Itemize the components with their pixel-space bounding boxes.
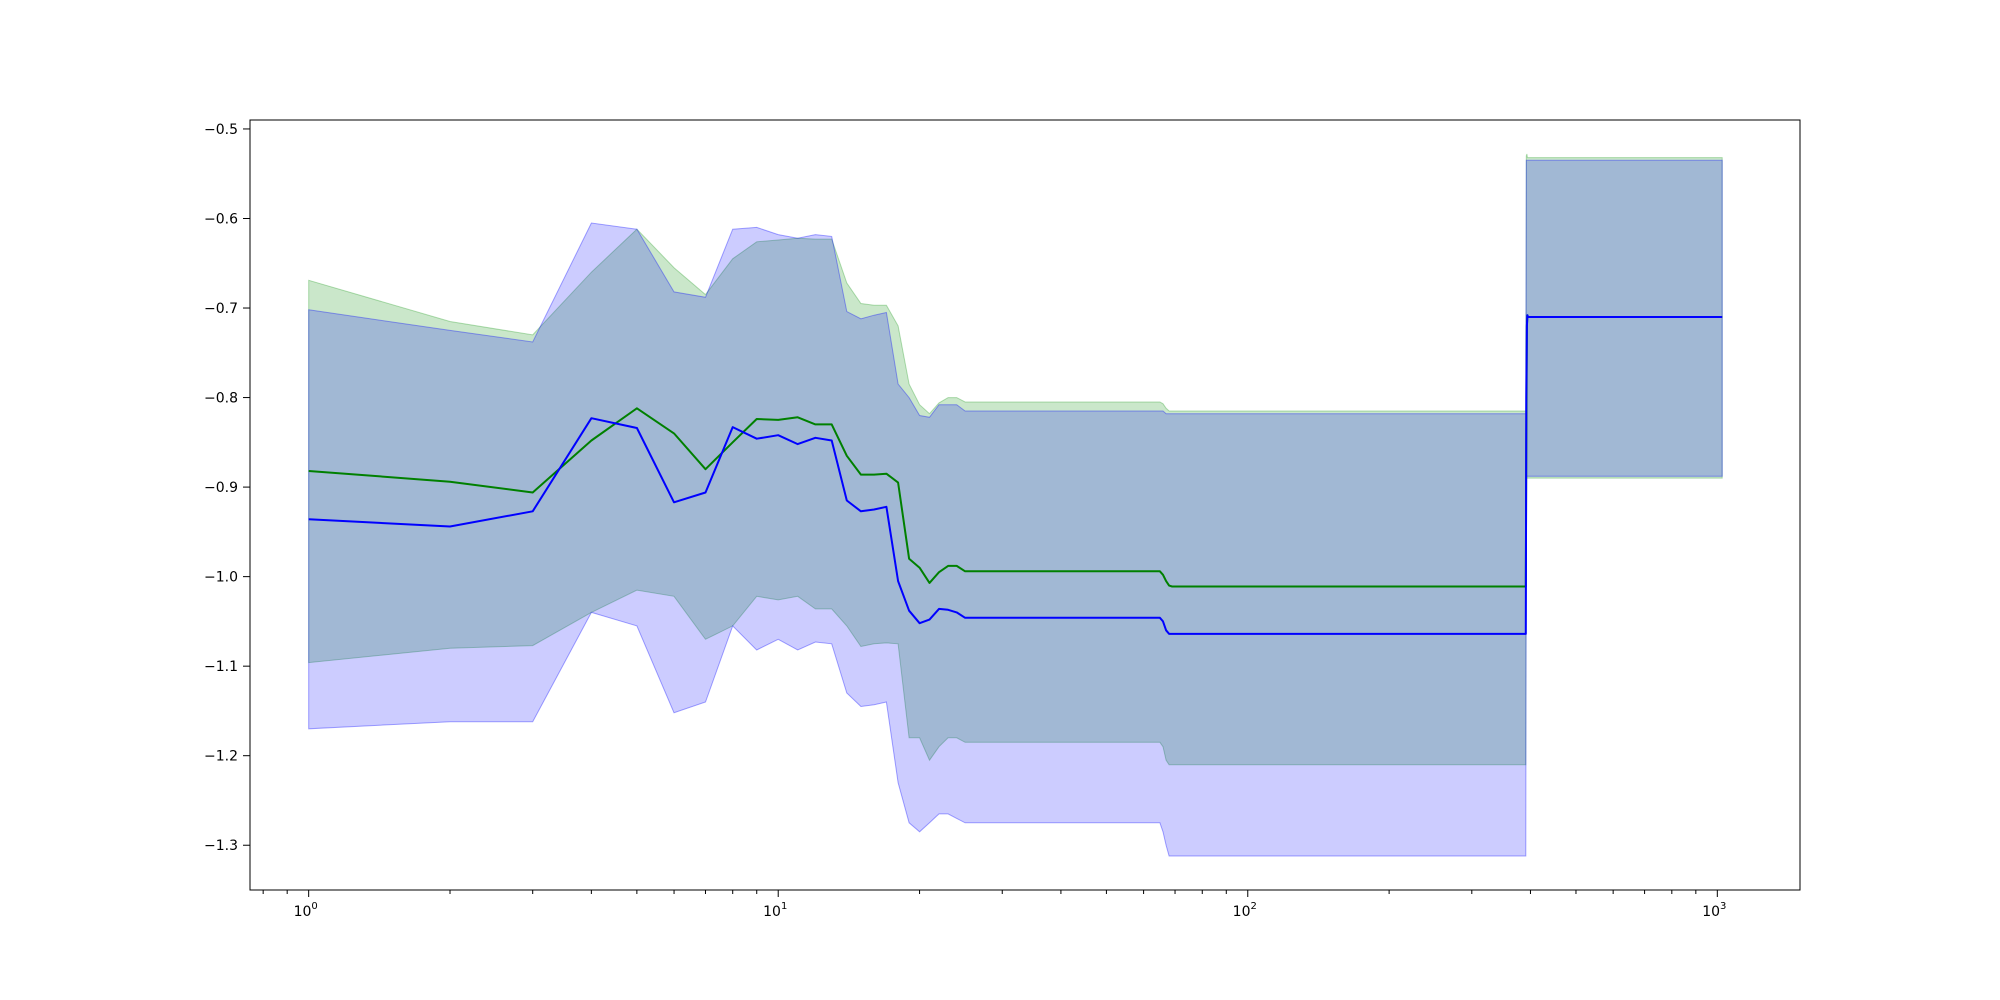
- x-tick-label: 102: [1233, 901, 1257, 920]
- x-tick-label: 103: [1702, 901, 1726, 920]
- series-2-line: [308, 314, 1723, 635]
- y-tick-label: −1.2: [204, 749, 238, 765]
- y-tick-label: −0.7: [204, 301, 238, 317]
- x-tick-label: 100: [294, 901, 318, 920]
- y-tick-label: −0.8: [204, 391, 238, 407]
- plot-frame: [249, 119, 1801, 891]
- y-tick-label: −1.0: [204, 570, 238, 586]
- confidence-bands: [308, 153, 1723, 857]
- x-tick-label: 101: [763, 901, 787, 920]
- y-tick-label: −0.6: [204, 211, 238, 227]
- y-tick-label: −1.1: [204, 659, 238, 675]
- y-tick-label: −1.3: [204, 838, 238, 854]
- series-2-band: [308, 159, 1723, 857]
- x-axis: 100 101 102 103: [262, 890, 1726, 920]
- y-axis: −0.5 −0.6 −0.7 −0.8 −0.9 −1.0 −1.1 −1.2 −1.3: [204, 122, 250, 854]
- y-tick-label: −0.9: [204, 480, 238, 496]
- y-tick-label: −0.5: [204, 122, 238, 138]
- series-lines: [308, 314, 1723, 635]
- series-1-band: [308, 153, 1723, 766]
